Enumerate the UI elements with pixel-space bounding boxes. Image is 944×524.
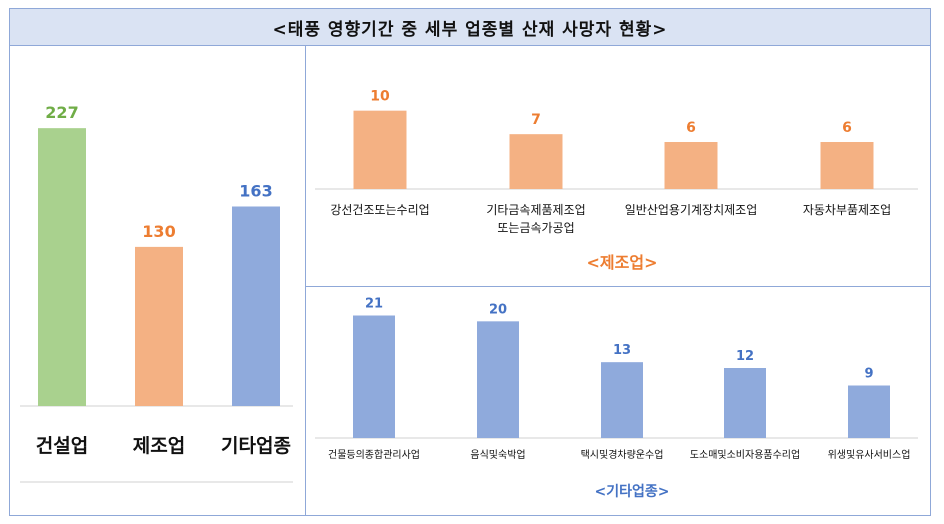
data-label-3-1: 21 [365, 297, 383, 312]
panel-divider-vertical [305, 46, 306, 516]
bar-3-4 [724, 368, 766, 438]
category-label-3-1: 건물등의종합관리사업 [328, 448, 420, 461]
bar-2-1 [353, 110, 407, 189]
category-label-1-1: 건설업 [36, 435, 88, 457]
data-label-3-3: 13 [613, 343, 631, 358]
category-label-2-3: 일반산업용기계장치제조업 [625, 203, 757, 217]
bar-2-3 [664, 142, 718, 189]
data-label-3-5: 9 [864, 367, 873, 382]
data-label-2-2: 7 [531, 112, 541, 128]
bar-1-1 [38, 128, 86, 407]
category-label-2-2: 또는금속가공업 [497, 221, 574, 235]
bar-1-3 [232, 206, 280, 406]
data-label-2-1: 10 [370, 89, 390, 105]
panel-subtitle-3: <기타업종> [595, 484, 670, 500]
data-label-3-4: 12 [736, 349, 754, 364]
bar-3-1 [353, 315, 395, 438]
data-label-2-3: 6 [686, 120, 696, 136]
bar-3-3 [601, 362, 643, 438]
category-label-2-1: 강선건조또는수리업 [330, 203, 429, 217]
category-label-3-5: 위생및유사서비스업 [828, 448, 911, 461]
data-label-2-4: 6 [842, 120, 852, 136]
category-label-3-4: 도소매및소비자용품수리업 [690, 448, 800, 461]
category-label-2-2: 기타금속제품제조업 [486, 203, 585, 217]
category-label-1-3: 기타업종 [221, 435, 291, 457]
category-label-3-3: 택시및경차량운수업 [581, 448, 664, 461]
data-label-1-2: 130 [142, 222, 175, 241]
data-label-1-3: 163 [239, 181, 272, 200]
category-label-2-4: 자동차부품제조업 [803, 203, 891, 217]
bar-2-2 [509, 134, 563, 189]
page-title: <태풍 영향기간 중 세부 업종별 산재 사망자 현황> [9, 8, 931, 46]
bar-3-5 [848, 385, 890, 438]
bar-1-2 [135, 246, 183, 406]
category-label-1-2: 제조업 [133, 435, 185, 457]
data-label-3-2: 20 [489, 302, 507, 317]
panel-divider-horizontal [305, 286, 931, 287]
category-label-3-2: 음식및숙박업 [470, 448, 525, 461]
bar-3-2 [477, 321, 519, 438]
panel-subtitle-2: <제조업> [587, 253, 658, 272]
data-label-1-1: 227 [45, 103, 78, 122]
bar-2-4 [820, 142, 874, 189]
